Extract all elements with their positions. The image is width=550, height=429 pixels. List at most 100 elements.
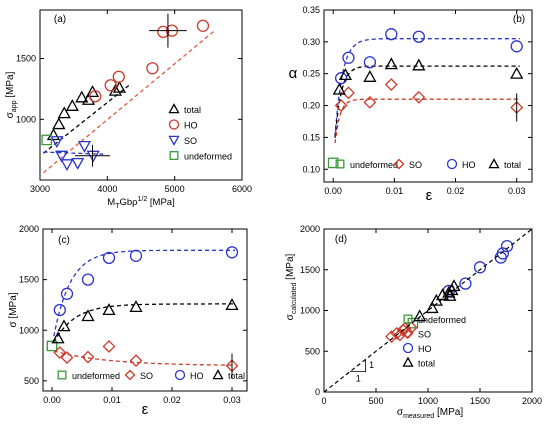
data-point-total — [52, 117, 66, 130]
plot-frame — [42, 228, 248, 392]
data-point-total — [85, 85, 100, 98]
data-point-SO — [363, 95, 377, 109]
x-tick-label: 0.03 — [508, 186, 526, 196]
x-tick-label: 1000 — [418, 396, 438, 406]
y-tick-label: 0.10 — [302, 164, 320, 174]
fit-curve — [42, 29, 216, 174]
legend-label-undeformed: undeformed — [184, 152, 232, 162]
data-point-total — [413, 309, 427, 322]
legend-marker-HO — [174, 369, 186, 381]
data-point-total — [112, 80, 127, 93]
y-tick-label: 0 — [315, 387, 320, 397]
y-axis-title: σapp [MPa] — [5, 71, 18, 118]
data-point-SO — [398, 322, 412, 335]
data-point-total — [46, 128, 61, 141]
legend-marker-SO — [393, 158, 405, 170]
data-point-HO — [60, 287, 74, 300]
x-tick-label: 5000 — [165, 184, 185, 194]
y-axis-title: σ [MPa] — [8, 292, 19, 327]
x-axis-title: σmeasured [MPa] — [397, 407, 463, 420]
legend-marker-total — [212, 369, 224, 380]
data-point-HO — [510, 40, 523, 53]
panel-label: (b) — [513, 14, 525, 25]
y-tick-label: 500 — [24, 376, 39, 386]
data-point-total — [363, 70, 377, 82]
x-axis-title: ε — [142, 401, 149, 418]
fit-curve — [53, 350, 236, 366]
x-tick-label: 0.00 — [43, 395, 61, 405]
y-tick-label: 2000 — [300, 224, 320, 234]
legend-label-HO: HO — [184, 121, 198, 131]
x-tick-label: 1500 — [470, 396, 490, 406]
data-point-HO — [81, 273, 95, 286]
data-point-SO — [54, 150, 69, 163]
x-tick-label: 0 — [321, 396, 326, 406]
legend-label-SO: SO — [409, 160, 422, 170]
data-point-HO — [129, 249, 143, 262]
data-point-SO — [129, 354, 143, 368]
legend-label-total: total — [504, 160, 521, 170]
fit-curve — [53, 249, 235, 337]
data-point-SO — [102, 340, 116, 353]
data-point-SO — [71, 157, 85, 170]
plot-frame — [323, 9, 533, 183]
panel-b: 0.00 0.01 0.02 0.03 0.10 0.15 0.20 0.25 0.30 0.35… — [289, 5, 533, 204]
legend-marker-undeformed — [57, 370, 67, 380]
legend-marker-undeformed — [169, 151, 179, 160]
y-tick-label: 1000 — [16, 114, 36, 124]
data-point-HO — [473, 261, 487, 274]
legend-marker-SO — [168, 135, 180, 146]
panel-a: 3000 4000 5000 6000 1000 1500 (a) total HO SO unde… — [5, 9, 252, 210]
data-point-HO — [459, 277, 472, 290]
data-point-HO — [500, 239, 514, 253]
legend-label-undeformed: undeformed — [350, 160, 398, 170]
data-point-HO — [363, 56, 377, 69]
data-point-total — [102, 303, 116, 316]
data-point-SO — [342, 86, 355, 100]
legend-marker-total — [488, 158, 500, 169]
legend-marker-HO — [168, 119, 180, 130]
x-tick-label: 6000 — [232, 184, 252, 194]
data-point-HO — [146, 62, 159, 75]
fit-curve — [43, 151, 105, 155]
legend-label-SO: SO — [418, 330, 431, 340]
data-point-total — [429, 293, 443, 306]
y-tick-label: 0.25 — [302, 69, 320, 79]
panel-label: (a) — [54, 14, 66, 25]
legend-marker-total — [402, 356, 414, 367]
slope-triangle — [350, 359, 367, 373]
data-point-HO — [225, 246, 239, 259]
y-tick-label: 2000 — [19, 224, 39, 234]
data-point-SO — [334, 99, 348, 112]
y-tick-label: 1500 — [19, 275, 39, 285]
legend-marker-HO — [446, 158, 458, 170]
fit-curve — [334, 65, 520, 138]
data-point-total — [384, 57, 398, 70]
data-point-undeformed — [46, 340, 58, 352]
data-point-SO — [86, 150, 100, 163]
identity-line — [323, 228, 533, 393]
legend-label-undeformed: undeformed — [418, 315, 466, 325]
slope-label: 1 — [356, 374, 361, 384]
data-point-total — [51, 331, 65, 344]
data-point-total — [57, 319, 71, 332]
data-point-total — [57, 106, 71, 119]
legend-marker-SO — [402, 328, 414, 339]
x-tick-label: 0.01 — [103, 395, 121, 405]
x-tick-label: 0.00 — [324, 186, 342, 196]
legend-label-SO: SO — [140, 371, 153, 381]
data-point-SO — [53, 346, 67, 359]
data-point-total — [225, 298, 239, 310]
panel-d: 0 500 1000 1500 2000 0 500 1000 1500 2000 (d) undef… — [285, 224, 542, 420]
data-point-total — [81, 309, 95, 322]
slope-label: 1 — [369, 360, 374, 370]
data-point-HO — [385, 28, 398, 41]
data-point-SO — [60, 159, 74, 172]
legend-label-HO: HO — [190, 371, 204, 381]
data-point-total — [338, 68, 353, 81]
data-point-SO — [81, 350, 95, 364]
data-point-HO — [196, 19, 210, 32]
data-point-total — [75, 90, 89, 103]
legend-marker-HO — [402, 342, 414, 354]
